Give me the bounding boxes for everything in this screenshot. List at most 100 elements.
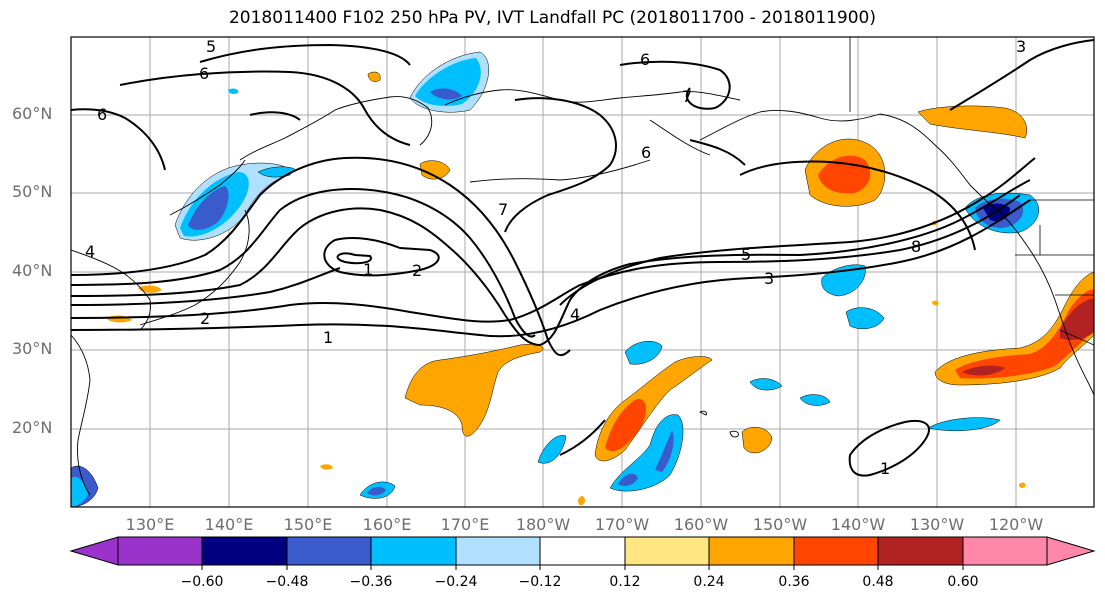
- contour-label: 2: [412, 261, 422, 280]
- map-title: 2018011400 F102 250 hPa PV, IVT Landfall…: [228, 8, 876, 28]
- lon-label: 160°E: [362, 515, 412, 534]
- pv-contour-5-east: [559, 157, 1036, 306]
- pv-contour-6: [71, 156, 571, 357]
- colorbar-tick-label: −0.36: [349, 574, 393, 590]
- lon-label: 140°E: [204, 515, 254, 534]
- map-panel: 5 6 6 6 7 6 7 1 2 1 2 4 5 3 8 1 4 3: [71, 37, 1094, 507]
- neg-anomaly-30n-168w: [624, 340, 663, 365]
- colorbar-bin: [793, 536, 879, 566]
- colorbar-tick-label: 0.24: [693, 574, 725, 590]
- pos-anomaly-20n-168w-core: [605, 398, 646, 452]
- pos-anomaly-small-3: [932, 300, 939, 306]
- lon-label: 170°E: [440, 515, 490, 534]
- contour-label: 1: [323, 328, 333, 347]
- pv-contour-5-west: [71, 188, 536, 338]
- colorbar-bin: [201, 536, 288, 566]
- pos-anomaly-california-core2: [962, 365, 1005, 376]
- colorbar-bin: [370, 536, 457, 566]
- pos-anomaly-california-core: [1060, 298, 1094, 340]
- map-frame: [70, 36, 1095, 508]
- contour-label: 4: [570, 305, 580, 324]
- pv-contour-1-south-closed: [848, 420, 930, 477]
- lon-label: 140°W: [830, 515, 886, 534]
- colorbar-tick-label: 0.12: [609, 574, 641, 590]
- lon-label: 160°W: [673, 515, 729, 534]
- anomaly-fills: [71, 51, 1094, 507]
- lat-label: 60°N: [12, 104, 53, 123]
- colorbar-tick-label: −0.24: [434, 574, 478, 590]
- neg-anomaly-sakhalin-inner: [188, 186, 229, 230]
- neg-anomaly-15n-165w-core: [655, 430, 674, 472]
- lon-label: 150°E: [283, 515, 333, 534]
- colorbar-extend-low: [69, 536, 119, 566]
- colorbar-tick-label: −0.60: [180, 574, 224, 590]
- pv-contour-7-central: [504, 97, 617, 233]
- pv-contours: [71, 39, 1094, 477]
- neg-anomaly-15n-165w: [609, 414, 684, 492]
- pos-anomaly-25n-170e: [404, 344, 544, 437]
- pv-contour-1-low: [71, 199, 1031, 338]
- colorbar: [69, 536, 1096, 570]
- neg-anomaly-20n-130w: [927, 417, 1001, 432]
- lon-label: 150°W: [752, 515, 808, 534]
- neg-anomaly-17n-178w: [537, 435, 567, 464]
- coastline-china: [71, 334, 91, 496]
- coastline-bering: [444, 89, 741, 106]
- political-borders: [849, 37, 1094, 346]
- colorbar-bin: [877, 536, 964, 566]
- neg-anomaly-13n-168w-core: [618, 473, 638, 486]
- pos-anomaly-kamchatka-north: [367, 71, 381, 82]
- colorbar-bin: [117, 536, 203, 566]
- contour-label: 6: [640, 50, 650, 69]
- contour-label: 1: [363, 260, 373, 279]
- lat-label: 40°N: [12, 261, 53, 280]
- pv-contour-1-inner: [336, 252, 372, 265]
- contour-label: 3: [1016, 37, 1026, 56]
- pv-contour-5-north: [199, 43, 411, 66]
- neg-anomaly-okhotsk: [228, 88, 239, 94]
- neg-anomaly-kamchatka-core: [415, 58, 481, 106]
- contour-label: 4: [85, 242, 95, 261]
- colorbar-bin: [962, 536, 1048, 566]
- contour-label: 5: [206, 37, 216, 56]
- colorbar-bin: [708, 536, 795, 566]
- pos-anomaly-20n-153w: [741, 426, 773, 454]
- pv-contour-1-closed: [323, 237, 440, 277]
- contour-label: 6: [199, 64, 209, 83]
- coastline-north-america: [879, 113, 1094, 396]
- coastline-aleutian-b: [469, 159, 651, 183]
- contour-label: 6: [641, 143, 651, 162]
- colorbar-tick-label: −0.12: [518, 574, 562, 590]
- colorbar-bin: [455, 536, 541, 566]
- colorbar-tick-label: −0.48: [265, 574, 309, 590]
- pos-anomaly-japan: [138, 285, 162, 293]
- pv-contour-6-north: [119, 70, 411, 146]
- pos-anomaly-small-4: [1019, 482, 1026, 488]
- lon-label: 170°W: [594, 515, 650, 534]
- pos-anomaly-small-1: [320, 464, 333, 470]
- pv-contour-labels: 5 6 6 6 7 6 7 1 2 1 2 4 5 3 8 1 4 3: [85, 37, 1026, 478]
- neg-anomaly-33n-140w: [845, 307, 885, 329]
- pos-anomaly-california-mid: [955, 289, 1094, 379]
- neg-anomaly-kamchatka-inner: [430, 88, 462, 100]
- colorbar-tick-label: 0.36: [778, 574, 810, 590]
- pos-anomaly-small-2: [578, 496, 585, 506]
- lat-label: 20°N: [12, 418, 53, 437]
- colorbar-bin: [624, 536, 710, 566]
- contour-label: 8: [911, 237, 921, 256]
- coastline-alaska-south: [699, 109, 881, 141]
- pv-contour-4: [71, 179, 1031, 347]
- pv-contour-small-north: [249, 111, 301, 121]
- contour-label: 2: [200, 309, 210, 328]
- colorbar-bin: [286, 536, 372, 566]
- colorbar-extend-high: [1046, 536, 1096, 566]
- colorbar-tick-label: 0.48: [862, 574, 894, 590]
- pv-contour-3-ne: [949, 39, 1094, 111]
- lat-label: 30°N: [12, 339, 53, 358]
- coastline-hawaii: [729, 430, 739, 438]
- contour-label: 1: [880, 459, 890, 478]
- lon-label: 180°W: [515, 515, 571, 534]
- coastline-aleutian-a: [649, 119, 711, 156]
- colorbar-bin: [539, 536, 626, 566]
